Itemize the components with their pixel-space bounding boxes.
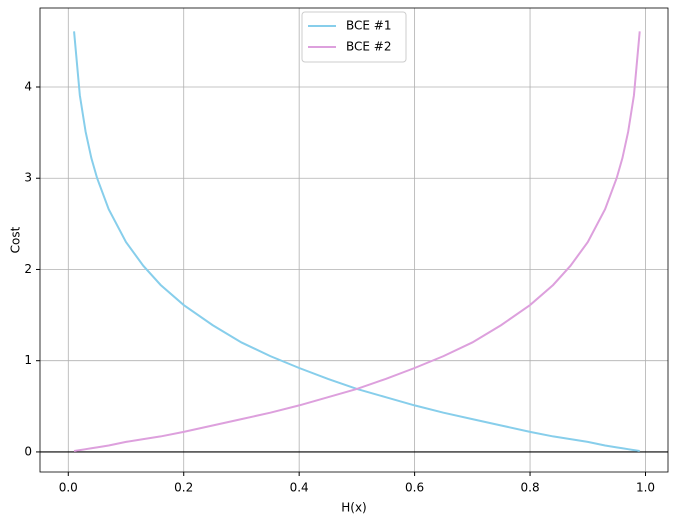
x-tick-label: 1.0	[636, 481, 655, 495]
y-tick-label: 2	[24, 262, 32, 276]
y-tick-label: 0	[24, 444, 32, 458]
x-tick-label: 0.0	[59, 481, 78, 495]
legend-label: BCE #2	[346, 40, 392, 54]
x-tick-label: 0.4	[290, 481, 309, 495]
legend-box	[301, 11, 407, 63]
x-tick-label: 0.2	[174, 481, 193, 495]
y-axis-label: Cost	[9, 226, 23, 253]
y-tick-label: 3	[24, 171, 32, 185]
x-tick-label: 0.8	[521, 481, 540, 495]
legend-label: BCE #1	[346, 19, 392, 33]
x-axis-label: H(x)	[341, 501, 367, 515]
legend: BCE #1 BCE #2	[301, 11, 407, 63]
line-series	[73, 31, 641, 453]
y-tick-label: 1	[24, 353, 32, 367]
plot-frame	[39, 7, 669, 473]
x-tick-label: 0.6	[405, 481, 424, 495]
y-tick-label: 4	[24, 80, 32, 94]
